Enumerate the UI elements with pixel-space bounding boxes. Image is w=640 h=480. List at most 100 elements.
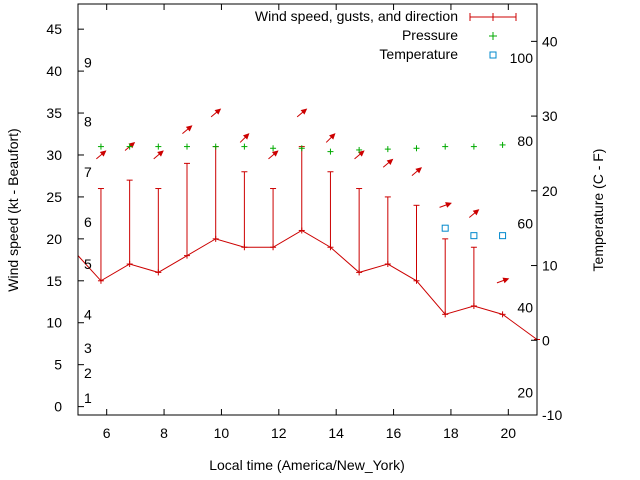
wind-direction-head	[472, 209, 480, 216]
wind-direction-arrow	[468, 209, 480, 218]
wind-direction-head	[329, 133, 336, 140]
wind-direction-arrow	[296, 108, 308, 118]
legend-pressure-label: Pressure	[402, 27, 458, 43]
y2-tick-label: -10	[542, 407, 562, 423]
pressure-point	[270, 145, 277, 152]
wind-direction-arrow	[239, 133, 250, 143]
x-axis-label: Local time (America/New_York)	[209, 457, 405, 473]
beaufort-label: 5	[84, 256, 92, 272]
beaufort-label: 7	[84, 164, 92, 180]
axis-ticks: 6 8 10 12 14 16 18 20051015202530354045-1001020…	[46, 4, 562, 441]
y-tick-label: 10	[46, 315, 62, 331]
wind-direction-head	[214, 108, 222, 115]
pressure-point	[212, 143, 219, 150]
legend-temperature-label: Temperature	[379, 46, 458, 62]
fahrenheit-label: 20	[517, 385, 533, 401]
pressure-point	[384, 146, 391, 153]
chart-marks	[77, 108, 540, 343]
x-tick-label: 12	[271, 425, 287, 441]
x-tick-label: 10	[214, 425, 230, 441]
chart-axes	[77, 3, 538, 416]
pressure-point	[298, 145, 305, 152]
wind-direction-head	[99, 150, 107, 157]
wind-direction-arrow	[96, 150, 107, 160]
wind-direction-head	[445, 202, 452, 208]
pressure-point	[442, 143, 449, 150]
y-tick-label: 5	[54, 357, 62, 373]
y2-tick-label: 30	[542, 108, 558, 124]
fahrenheit-label: 100	[510, 50, 534, 66]
wind-direction-head	[415, 167, 422, 174]
y-tick-label: 45	[46, 21, 62, 37]
beaufort-label: 8	[84, 113, 92, 129]
pressure-point	[184, 143, 191, 150]
pressure-point	[327, 148, 334, 155]
pressure-point	[97, 143, 104, 150]
wind-direction-head	[185, 125, 193, 132]
fahrenheit-label: 60	[517, 216, 533, 232]
wind-direction-arrow	[411, 167, 422, 176]
pressure-point	[241, 143, 248, 150]
wind-direction-head	[300, 108, 308, 115]
y-tick-label: 20	[46, 231, 62, 247]
y2-tick-label: 10	[542, 258, 558, 274]
beaufort-label: 2	[84, 365, 92, 381]
pressure-point	[155, 143, 162, 150]
pressure-point	[470, 143, 477, 150]
wind-direction-head	[242, 133, 250, 140]
wind-direction-arrow	[496, 277, 510, 284]
x-tick-label: 16	[386, 425, 402, 441]
fahrenheit-label: 40	[517, 299, 533, 315]
wind-direction-arrow	[325, 133, 336, 143]
pressure-point	[499, 141, 506, 148]
y2-axis-label: Temperature (C - F)	[590, 149, 606, 272]
wind-direction-arrow	[153, 150, 164, 160]
beaufort-label: 3	[84, 340, 92, 356]
wind-direction-arrow	[382, 158, 394, 168]
wind-direction-head	[157, 150, 164, 157]
wind-direction-arrow	[439, 202, 452, 208]
wind-direction-arrow	[210, 108, 222, 118]
y2-tick-label: 40	[542, 33, 558, 49]
y-tick-label: 0	[54, 399, 62, 415]
y2-tick-label: 0	[542, 332, 550, 348]
temperature-point	[470, 232, 478, 240]
y-tick-label: 35	[46, 105, 62, 121]
wind-direction-arrow	[182, 125, 193, 135]
wind-direction-arrow	[354, 150, 365, 160]
legend-wind-label: Wind speed, gusts, and direction	[255, 8, 458, 24]
wind-direction-head	[386, 158, 394, 166]
y-tick-label: 25	[46, 189, 62, 205]
y-tick-label: 30	[46, 147, 62, 163]
plot-frame	[77, 3, 538, 416]
legend-pressure-marker	[489, 32, 497, 40]
pressure-point	[126, 143, 133, 150]
temperature-point	[499, 232, 507, 240]
y-tick-label: 40	[46, 63, 62, 79]
wind-direction-arrow	[268, 150, 279, 160]
y-axis-label: Wind speed (kt - Beaufort)	[5, 128, 21, 291]
beaufort-label: 1	[84, 390, 92, 406]
wind-direction-head	[128, 141, 136, 149]
wind-speed-line	[77, 229, 538, 340]
temperature-point	[441, 224, 449, 232]
beaufort-label: 9	[84, 55, 92, 71]
x-tick-label: 8	[160, 425, 168, 441]
x-tick-label: 20	[501, 425, 517, 441]
x-tick-label: 6	[103, 425, 111, 441]
beaufort-label: 6	[84, 214, 92, 230]
wind-direction-head	[271, 150, 279, 157]
pressure-point	[413, 145, 420, 152]
legend: Wind speed, gusts, and direction Pressur…	[255, 8, 517, 62]
wind-direction-head	[357, 150, 365, 157]
y-tick-label: 15	[46, 273, 62, 289]
x-tick-label: 14	[328, 425, 344, 441]
x-tick-label: 18	[443, 425, 459, 441]
legend-temperature-marker	[489, 51, 497, 59]
fahrenheit-label: 80	[517, 133, 533, 149]
wind-direction-head	[502, 277, 510, 284]
pressure-point	[356, 146, 363, 153]
beaufort-label: 4	[84, 306, 92, 322]
y2-tick-label: 20	[542, 183, 558, 199]
